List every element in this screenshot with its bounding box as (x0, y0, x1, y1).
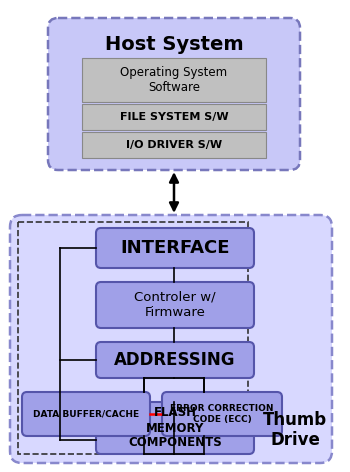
FancyBboxPatch shape (96, 228, 254, 268)
FancyBboxPatch shape (48, 18, 300, 170)
FancyBboxPatch shape (96, 402, 254, 454)
Bar (82, 104, 266, 130)
Text: FLASH
MEMORY
COMPONENTS: FLASH MEMORY COMPONENTS (128, 406, 222, 449)
Text: I/O DRIVER S/W: I/O DRIVER S/W (126, 140, 222, 150)
FancyBboxPatch shape (10, 215, 332, 463)
FancyBboxPatch shape (96, 342, 254, 378)
Text: Thumb
Drive: Thumb Drive (263, 411, 327, 449)
FancyBboxPatch shape (22, 392, 150, 436)
Text: ADDRESSING: ADDRESSING (114, 351, 236, 369)
Text: FILE SYSTEM S/W: FILE SYSTEM S/W (120, 112, 228, 122)
Text: ERROR CORRECTION
CODE (ECC): ERROR CORRECTION CODE (ECC) (170, 405, 274, 424)
Bar (82, 132, 266, 158)
FancyBboxPatch shape (162, 392, 282, 436)
Bar (82, 58, 266, 102)
Text: Controler w/
Firmware: Controler w/ Firmware (134, 291, 216, 319)
FancyBboxPatch shape (96, 282, 254, 328)
Bar (18, 222, 248, 454)
Text: Operating System
Software: Operating System Software (120, 66, 228, 94)
Text: DATA BUFFER/CACHE: DATA BUFFER/CACHE (33, 410, 139, 419)
Text: INTERFACE: INTERFACE (120, 239, 230, 257)
Text: Host System: Host System (105, 35, 243, 54)
